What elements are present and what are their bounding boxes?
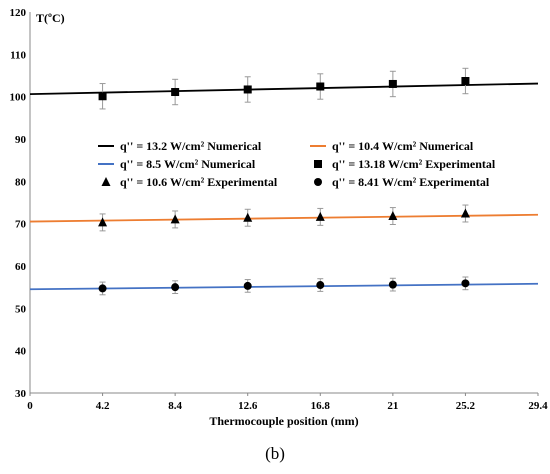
- legend-item: q'' = 10.4 W/cm² Numerical: [310, 139, 474, 153]
- legend-item: q'' = 13.2 W/cm² Numerical: [98, 139, 262, 153]
- y-tick-label: 110: [10, 49, 26, 61]
- data-point-triangle: [170, 214, 180, 224]
- legend-label: q'' = 10.6 W/cm² Experimental: [120, 175, 278, 189]
- legend-item: q'' = 10.6 W/cm² Experimental: [101, 175, 278, 189]
- y-tick-label: 60: [15, 261, 27, 273]
- numerical-line-0: [29, 82, 539, 96]
- data-point-circle: [461, 279, 470, 288]
- data-point-triangle: [460, 208, 470, 218]
- x-tick-label: 16.8: [311, 400, 331, 412]
- legend-item: q'' = 8.5 W/cm² Numerical: [98, 157, 256, 171]
- x-tick-label: 29.4: [528, 400, 548, 412]
- y-tick-label: 50: [15, 303, 27, 315]
- data-point-square: [461, 77, 470, 86]
- legend-swatch-marker: [101, 177, 111, 186]
- data-point-triangle: [243, 212, 253, 222]
- legend-item: q'' = 8.41 W/cm² Experimental: [314, 175, 490, 189]
- data-point-circle: [243, 281, 252, 290]
- data-point-square: [388, 79, 397, 88]
- x-axis-title: Thermocouple position (mm): [209, 414, 358, 428]
- y-tick-label: 30: [15, 388, 27, 400]
- y-tick-label: 120: [10, 7, 27, 19]
- axes: 30 40 50 60 70 80 90 100 110 120 0 4.2 8.4 12.6 16.8 21…: [10, 7, 549, 428]
- legend: q'' = 13.2 W/cm² Numerical q'' = 10.4 W/c…: [98, 139, 496, 189]
- data-point-square: [316, 82, 325, 91]
- data-point-triangle: [388, 211, 398, 221]
- data-point-square: [171, 88, 180, 97]
- x-tick-label: 0: [27, 400, 33, 412]
- x-tick-label: 8.4: [168, 400, 182, 412]
- data-point-circle: [388, 280, 397, 289]
- numerical-line-1: [29, 213, 539, 223]
- legend-item: q'' = 13.18 W/cm² Experimental: [314, 157, 496, 171]
- legend-label: q'' = 13.2 W/cm² Numerical: [120, 139, 262, 153]
- y-tick-label: 100: [10, 92, 27, 104]
- y-tick-label: 80: [15, 176, 27, 188]
- data-point-triangle: [315, 211, 325, 221]
- panel-label: (b): [265, 444, 285, 463]
- chart-svg: 30 40 50 60 70 80 90 100 110 120 0 4.2 8.4 12.6 16.8 21…: [10, 7, 549, 428]
- x-tick-label: 12.6: [238, 400, 258, 412]
- data-point-circle: [171, 283, 180, 292]
- y-axis-title: T(ºC): [36, 11, 65, 25]
- data-point-square: [98, 92, 107, 101]
- x-tick-label: 25.2: [456, 400, 476, 412]
- data-point-square: [243, 85, 252, 94]
- legend-label: q'' = 13.18 W/cm² Experimental: [332, 157, 496, 171]
- x-tick-label: 4.2: [96, 400, 110, 412]
- numerical-line-2: [29, 282, 539, 291]
- y-tick-label: 40: [15, 346, 27, 358]
- legend-label: q'' = 8.5 W/cm² Numerical: [120, 157, 256, 171]
- legend-swatch-marker: [314, 178, 322, 186]
- data-point-triangle: [98, 217, 108, 227]
- experimental-markers: [98, 77, 470, 293]
- data-point-circle: [98, 284, 107, 293]
- numerical-lines: [29, 82, 539, 291]
- legend-swatch-marker: [314, 160, 322, 168]
- y-tick-label: 70: [15, 219, 27, 231]
- y-tick-label: 90: [15, 134, 27, 146]
- x-tick-label: 21: [387, 400, 398, 412]
- legend-label: q'' = 10.4 W/cm² Numerical: [332, 139, 474, 153]
- data-point-circle: [316, 281, 325, 290]
- legend-label: q'' = 8.41 W/cm² Experimental: [332, 175, 490, 189]
